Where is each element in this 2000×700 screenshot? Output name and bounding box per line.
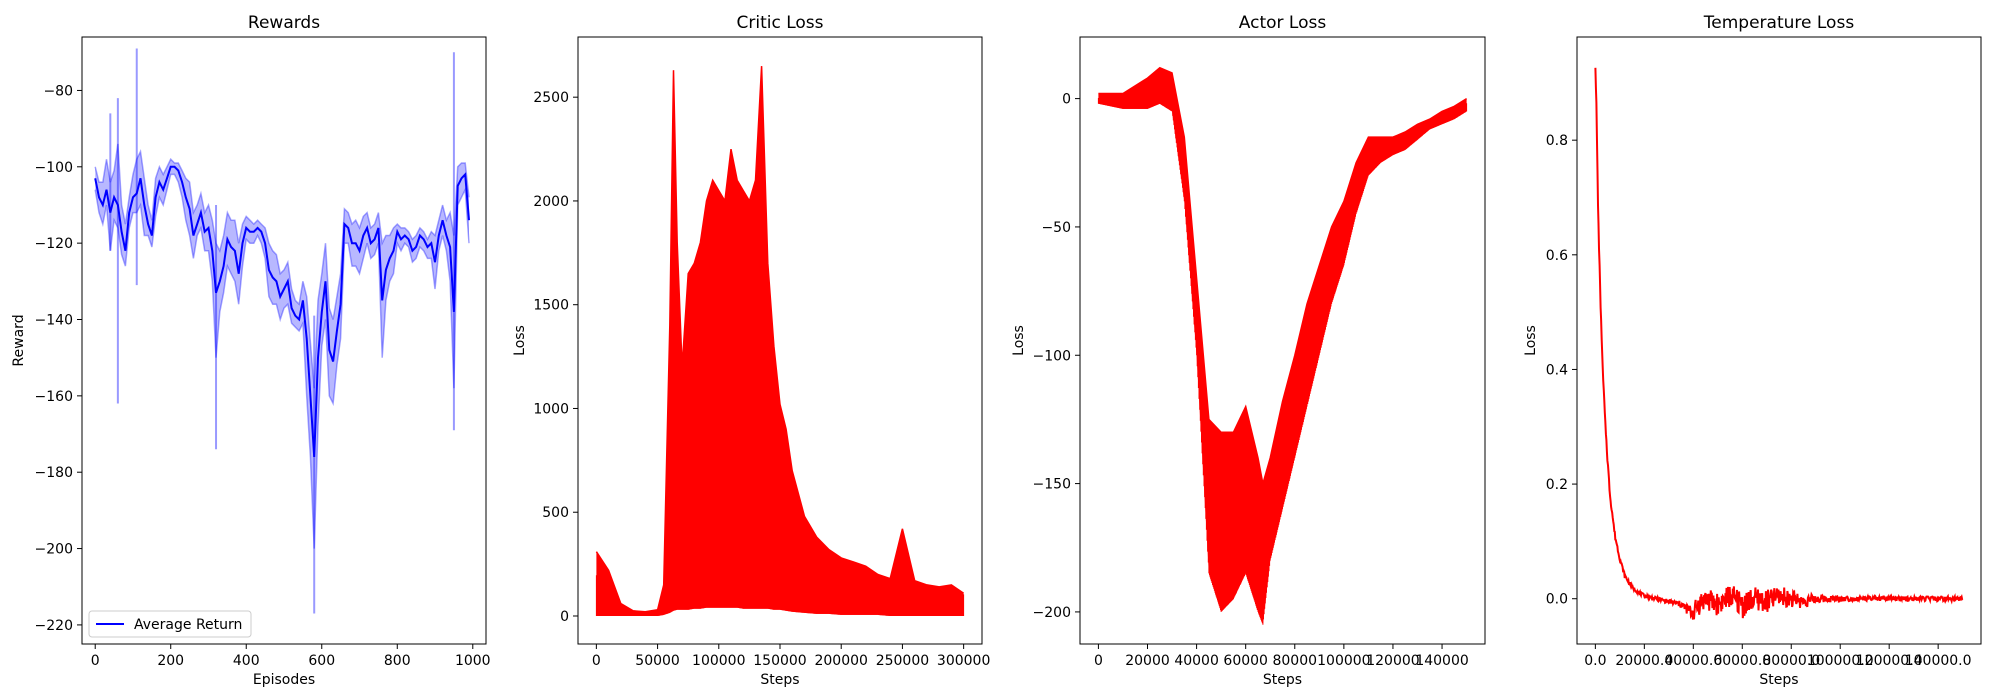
x-tick-label: 50000 — [635, 653, 680, 669]
x-tick-label: 60000 — [1223, 653, 1268, 669]
x-tick-label: 100000 — [692, 653, 745, 669]
x-axis-label: Steps — [760, 672, 799, 688]
x-tick-label: 250000 — [876, 653, 929, 669]
band-lower-edge — [94, 173, 470, 549]
plot-area — [1097, 66, 1468, 625]
x-tick-label: 40000 — [1174, 653, 1219, 669]
plot-area — [595, 66, 965, 617]
y-axis-label: Reward — [11, 314, 27, 366]
loss-upper-outline — [595, 66, 965, 613]
loss-upper-outline — [1098, 66, 1467, 484]
x-tick-label: 40000.0 — [1664, 653, 1722, 669]
x-tick-label: 140000 — [1415, 653, 1468, 669]
confidence-band — [95, 143, 469, 549]
x-tick-label: 300000 — [937, 653, 990, 669]
y-tick-label: 0 — [1062, 92, 1071, 108]
plot-area — [94, 48, 470, 614]
loss-envelope — [1098, 67, 1467, 625]
x-tick-label: 120000 — [1366, 653, 1419, 669]
x-axis-label: Steps — [1263, 672, 1302, 688]
y-tick-label: −100 — [35, 160, 73, 176]
x-tick-label: 800 — [384, 653, 411, 669]
y-tick-label: 2000 — [533, 194, 569, 210]
plot-area — [1594, 67, 1964, 620]
chart-title: Temperature Loss — [1703, 13, 1855, 33]
legend-label: Average Return — [134, 617, 242, 633]
x-tick-label: 100000.0 — [1807, 653, 1874, 669]
legend-box — [88, 610, 252, 638]
y-tick-label: −100 — [1033, 348, 1071, 364]
y-tick-label: −140 — [35, 313, 73, 329]
y-tick-label: 0 — [560, 609, 569, 625]
y-tick-label: −150 — [1033, 477, 1071, 493]
average-return-line — [94, 165, 470, 457]
x-tick-label: 200000 — [814, 653, 867, 669]
x-tick-label: 0.0 — [1584, 653, 1606, 669]
y-axis-label: Loss — [1523, 325, 1539, 356]
y-tick-label: −160 — [35, 389, 73, 405]
x-tick-label: 0 — [592, 653, 601, 669]
rewards-panel: 0 200 400 600 800 1000 −220 −200 −180 −160 −140 −12… — [11, 13, 491, 688]
loss-texture — [595, 129, 965, 616]
x-tick-label: 80000 — [1272, 653, 1317, 669]
temperature-loss-panel: 0.0 20000.040000.060000.080000.0100000.01… — [1523, 13, 1982, 688]
x-axis-label: Steps — [1759, 672, 1798, 688]
y-tick-label: −50 — [1041, 220, 1071, 236]
temperature-loss-line — [1594, 67, 1964, 620]
y-axis-label: Loss — [1011, 325, 1027, 356]
x-tick-label: 400 — [233, 653, 260, 669]
axes-frame — [1079, 36, 1486, 645]
y-tick-label: −200 — [35, 542, 73, 558]
x-tick-label: 0 — [91, 653, 100, 669]
y-tick-label: −220 — [35, 618, 73, 634]
x-tick-label: 120000.0 — [1856, 653, 1923, 669]
y-tick-label: −120 — [35, 236, 73, 252]
loss-texture — [1097, 68, 1468, 625]
y-tick-label: 1500 — [533, 298, 569, 314]
x-tick-label: 1000 — [455, 653, 491, 669]
x-tick-label: 0 — [1094, 653, 1103, 669]
y-tick-label: 0.0 — [1546, 592, 1568, 608]
y-tick-label: −200 — [1033, 605, 1071, 621]
y-axis-label: Loss — [512, 325, 528, 356]
x-tick-label: 140000.0 — [1905, 653, 1972, 669]
x-tick-label: 100000 — [1317, 653, 1370, 669]
y-tick-label: 0.2 — [1546, 477, 1568, 493]
x-tick-label: 60000.0 — [1713, 653, 1771, 669]
x-tick-label: 80000.0 — [1762, 653, 1820, 669]
chart-title: Actor Loss — [1239, 13, 1327, 33]
legend: Average Return — [88, 610, 252, 638]
axes-frame — [1576, 36, 1982, 645]
critic-loss-panel: 0 50000 100000 150000 200000 250000 300000 0 500… — [512, 13, 990, 688]
x-tick-label: 600 — [308, 653, 335, 669]
y-tick-label: −80 — [43, 83, 73, 99]
chart-title: Critic Loss — [736, 13, 823, 33]
x-tick-label: 150000 — [753, 653, 806, 669]
y-tick-label: 0.4 — [1546, 362, 1568, 378]
x-tick-label: 200 — [157, 653, 184, 669]
y-tick-label: 1000 — [533, 401, 569, 417]
y-tick-label: −180 — [35, 465, 73, 481]
axes-frame — [81, 36, 487, 645]
chart-title: Rewards — [248, 13, 320, 33]
y-tick-label: 0.8 — [1546, 133, 1568, 149]
x-tick-label: 20000.0 — [1615, 653, 1673, 669]
x-tick-label: 20000 — [1125, 653, 1170, 669]
y-tick-label: 0.6 — [1546, 248, 1568, 264]
band-upper-edge — [94, 143, 470, 389]
y-tick-label: 2500 — [533, 90, 569, 106]
x-axis-label: Episodes — [253, 672, 315, 688]
y-tick-label: 500 — [542, 505, 569, 521]
